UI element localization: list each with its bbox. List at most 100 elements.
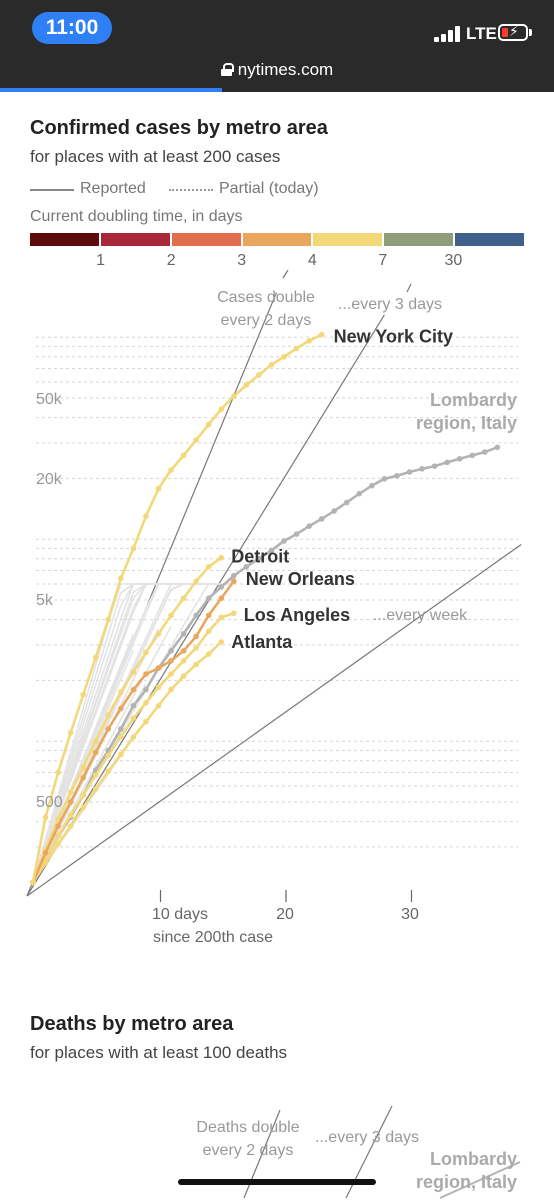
series-point	[231, 572, 237, 579]
doubling-time-label: Current doubling time, in days	[30, 208, 243, 225]
deaths-guide-lombardy	[439, 1161, 521, 1199]
battery-icon: ⚡	[498, 23, 528, 41]
series-point	[469, 452, 476, 459]
home-indicator[interactable]	[178, 1179, 376, 1185]
deaths-line-chart: Deaths double every 2 days ...every 3 da…	[196, 1105, 521, 1199]
series-point	[406, 469, 413, 475]
series-point	[143, 699, 149, 706]
series-point	[281, 538, 287, 544]
series-point	[92, 772, 99, 778]
series-point	[118, 751, 124, 758]
series-label: Los Angeles	[244, 605, 350, 625]
series-label: Detroit	[231, 547, 289, 567]
series-line	[31, 556, 223, 883]
series-point	[105, 726, 112, 732]
series-point	[256, 555, 262, 562]
series-point	[55, 769, 61, 776]
legend-reported-label: Reported	[80, 180, 146, 197]
series-point	[143, 649, 149, 656]
guide-label-week: ...every week	[373, 607, 468, 624]
color-scale-swatch	[100, 233, 170, 246]
cases-line-chart: Cases double every 2 days ...every 3 day…	[26, 270, 522, 946]
series-point	[42, 850, 49, 856]
series-line	[31, 641, 223, 884]
url-text[interactable]: nytimes.com	[237, 60, 334, 79]
series-point	[168, 671, 174, 677]
color-scale-swatch	[313, 233, 383, 246]
series-point	[155, 684, 162, 691]
legend-reported-swatch	[30, 189, 74, 191]
series-point	[55, 823, 61, 829]
series-label: New York City	[334, 327, 453, 347]
series-point	[92, 738, 99, 744]
browser-url-bar[interactable]: nytimes.com	[0, 54, 554, 92]
series-point	[55, 833, 61, 839]
series-point	[369, 482, 375, 489]
series-point	[118, 734, 124, 740]
series-point	[55, 841, 61, 847]
series-point	[105, 616, 112, 623]
x-tick-20: 20	[276, 906, 294, 923]
status-bar: 11:00 LTE ⚡	[0, 0, 554, 54]
series-point	[193, 437, 199, 443]
series-point	[118, 689, 124, 695]
series-point	[456, 456, 463, 462]
series-point	[218, 614, 225, 621]
charging-bolt-icon: ⚡	[509, 23, 519, 39]
color-scale-tick: 7	[378, 252, 388, 269]
series-point	[92, 749, 99, 756]
color-scale-tick: 1	[96, 252, 106, 269]
series-point	[218, 406, 225, 413]
deaths-chart-subtitle: for places with at least 100 deaths	[30, 1043, 288, 1062]
series-lines	[30, 331, 501, 886]
series-point	[356, 490, 363, 497]
deaths-guide-label-line2: every 2 days	[203, 1142, 294, 1159]
series-point	[143, 513, 149, 519]
series-point	[80, 792, 86, 799]
series-point	[67, 812, 74, 819]
color-scale-tick: 2	[166, 252, 176, 269]
chart-title: Confirmed cases by metro area	[30, 117, 328, 139]
series-point	[268, 547, 275, 554]
series-point	[118, 705, 124, 712]
series-label: Atlanta	[231, 632, 293, 652]
series-label: Lombardy	[430, 390, 517, 410]
status-time[interactable]: 11:00	[32, 12, 112, 44]
background-metro-line	[32, 583, 147, 883]
guide-top-tick	[406, 283, 412, 293]
series-point	[318, 331, 325, 338]
doubling-color-scale	[30, 233, 525, 246]
background-metro-line	[32, 628, 160, 883]
series-point	[205, 595, 212, 602]
series-point	[42, 814, 49, 821]
series-point	[155, 702, 162, 709]
x-tick-10: 10 days	[152, 906, 208, 923]
series-point	[180, 673, 187, 679]
series-point	[218, 639, 225, 645]
series-point	[180, 595, 187, 602]
series-point	[92, 654, 99, 661]
series-point	[30, 879, 36, 886]
series-point	[193, 633, 199, 640]
series-point	[306, 523, 312, 529]
series-point	[92, 786, 99, 792]
series-point	[394, 472, 400, 479]
series-point	[218, 584, 225, 590]
color-scale-swatch	[30, 233, 99, 246]
legend-partial-label: Partial (today)	[219, 180, 319, 197]
deaths-lombardy-label-line2: region, Italy	[416, 1172, 517, 1192]
series-line	[31, 611, 235, 884]
series-point	[130, 545, 137, 552]
series-point	[168, 686, 174, 693]
page-load-progress	[0, 88, 222, 92]
series-point	[231, 610, 237, 617]
cellular-signal-icon	[434, 26, 460, 42]
series-point	[67, 799, 74, 805]
network-type: LTE	[466, 24, 497, 43]
series-point	[218, 595, 225, 602]
series-point	[118, 726, 124, 732]
series-point	[143, 686, 149, 693]
series-point	[80, 691, 86, 698]
series-point	[155, 665, 162, 671]
